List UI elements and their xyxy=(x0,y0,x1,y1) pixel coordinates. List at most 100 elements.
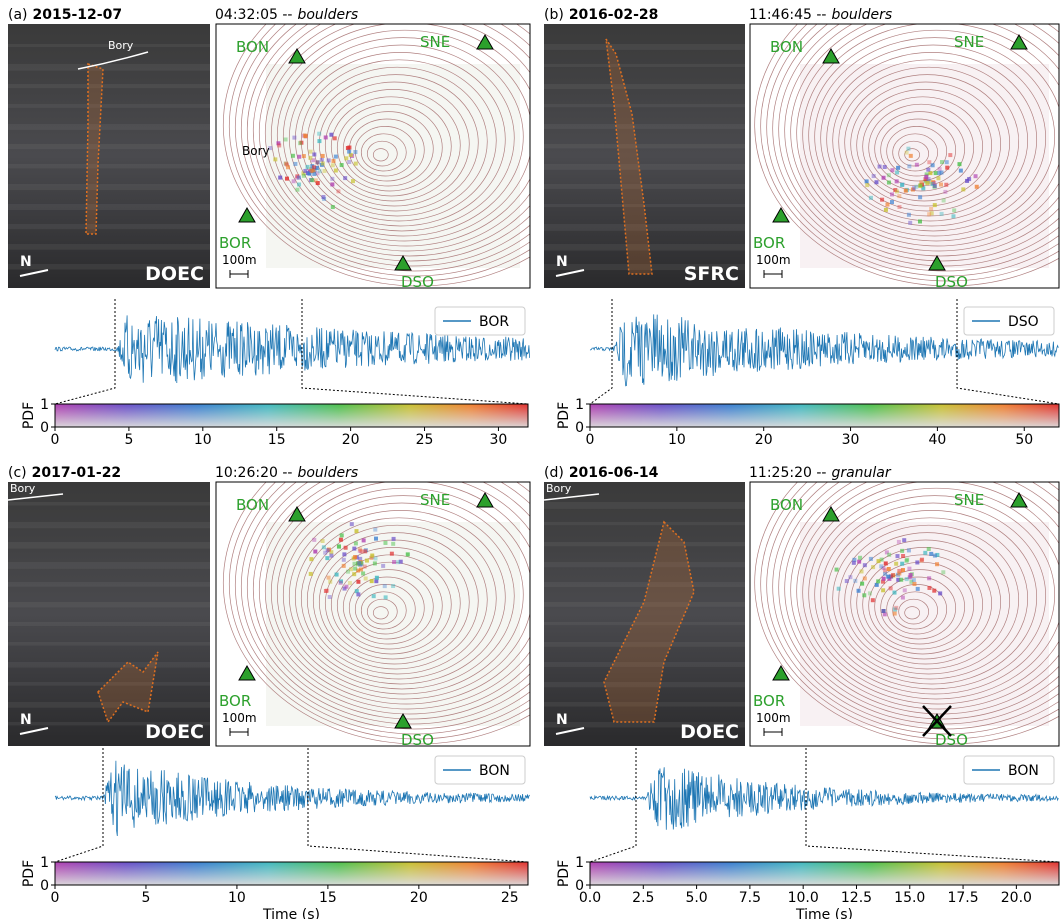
photo-texture xyxy=(8,84,210,89)
x-tick-label: 30 xyxy=(842,432,860,448)
location-dot xyxy=(336,189,341,194)
location-dot xyxy=(899,577,904,582)
location-dot xyxy=(918,183,923,188)
location-dot xyxy=(881,566,886,571)
location-dot xyxy=(383,595,388,600)
y-tick-label: 1 xyxy=(575,855,584,871)
contour xyxy=(826,52,1038,227)
location-dot xyxy=(382,584,387,589)
contour xyxy=(886,126,948,177)
photo-texture xyxy=(8,622,210,627)
location-dot xyxy=(924,177,929,182)
station-label: DSO xyxy=(401,273,434,291)
location-dot xyxy=(893,188,898,193)
location-dot xyxy=(927,212,932,217)
x-tick-label: 15.0 xyxy=(894,890,925,906)
location-dot xyxy=(910,187,915,192)
contour xyxy=(796,24,1059,252)
seismogram xyxy=(589,767,1059,830)
contour xyxy=(832,517,1029,680)
contour xyxy=(270,482,530,705)
photo-texture xyxy=(544,244,745,251)
location-dot xyxy=(901,554,906,559)
x-tick-label: 5 xyxy=(124,432,133,448)
contour xyxy=(246,24,530,267)
location-dot xyxy=(912,186,917,191)
contour xyxy=(856,547,993,660)
location-dot xyxy=(312,537,317,542)
x-tick-label: 10.0 xyxy=(788,890,819,906)
location-dot xyxy=(915,586,920,591)
location-dot xyxy=(881,576,886,581)
contour xyxy=(862,554,984,655)
panel-header: (b) 2016-02-28 xyxy=(544,7,658,23)
location-dot xyxy=(951,214,956,219)
location-dot xyxy=(911,578,916,583)
contour xyxy=(754,482,1059,745)
photo-texture xyxy=(8,722,210,726)
location-dot xyxy=(927,576,932,581)
location-dot xyxy=(860,581,865,586)
north-arrow xyxy=(19,727,49,735)
location-dot xyxy=(944,160,949,165)
location-dot xyxy=(350,179,355,184)
location-dot xyxy=(357,561,362,566)
location-dot xyxy=(886,173,891,178)
location-dot xyxy=(391,584,396,589)
location-dot xyxy=(325,556,330,561)
location-dot xyxy=(882,165,887,170)
contour xyxy=(880,576,957,640)
north-label: N xyxy=(556,254,568,270)
event-date: 2016-06-14 xyxy=(569,465,659,481)
photo-texture xyxy=(8,562,210,569)
photo-texture xyxy=(544,104,745,108)
contour xyxy=(772,24,1059,272)
location-dot xyxy=(937,167,942,172)
location-dot xyxy=(358,556,363,561)
photo-texture xyxy=(8,264,210,270)
location-dot xyxy=(941,198,946,203)
x-tick-label: 40 xyxy=(928,432,946,448)
location-dot xyxy=(862,563,867,568)
location-dot xyxy=(887,576,892,581)
location-dot xyxy=(276,141,281,146)
flow-type: boulders xyxy=(831,7,892,23)
photo-texture xyxy=(8,642,210,646)
legend-label: BON xyxy=(1008,763,1039,779)
contour xyxy=(282,495,524,695)
location-dot xyxy=(932,553,937,558)
location-dot xyxy=(309,557,314,562)
location-dot xyxy=(315,160,320,165)
photo-texture xyxy=(8,682,210,686)
location-dot xyxy=(320,153,325,158)
location-dot xyxy=(935,562,940,567)
location-dot xyxy=(330,182,335,187)
contour xyxy=(258,482,530,715)
contour xyxy=(766,482,1059,735)
location-dot xyxy=(895,554,900,559)
contour xyxy=(282,37,524,237)
location-dot xyxy=(353,555,358,560)
location-dot xyxy=(894,179,899,184)
location-dot xyxy=(945,165,950,170)
location-dot xyxy=(317,169,322,174)
panel-label: (b) xyxy=(544,7,564,23)
location-dot xyxy=(864,179,869,184)
location-dot xyxy=(364,558,369,563)
contour xyxy=(796,482,1059,710)
contour xyxy=(348,576,425,640)
location-dot xyxy=(330,176,335,181)
x-tick-label: 17.5 xyxy=(947,890,978,906)
event-time: 04:32:05 -- boulders xyxy=(215,7,358,23)
location-dot xyxy=(358,547,363,552)
contour xyxy=(874,569,966,645)
location-dot xyxy=(973,174,978,179)
photo-texture xyxy=(544,722,745,728)
location-dot xyxy=(315,171,320,176)
x-tick-label: 0.0 xyxy=(579,890,601,906)
station-marker xyxy=(476,33,494,50)
location-dot xyxy=(322,168,327,173)
station-label: BON xyxy=(236,496,269,514)
location-dot xyxy=(310,178,315,183)
panel: (d) 2016-06-14 11:25:20 -- granular DOEC N Bor… xyxy=(543,465,1060,923)
